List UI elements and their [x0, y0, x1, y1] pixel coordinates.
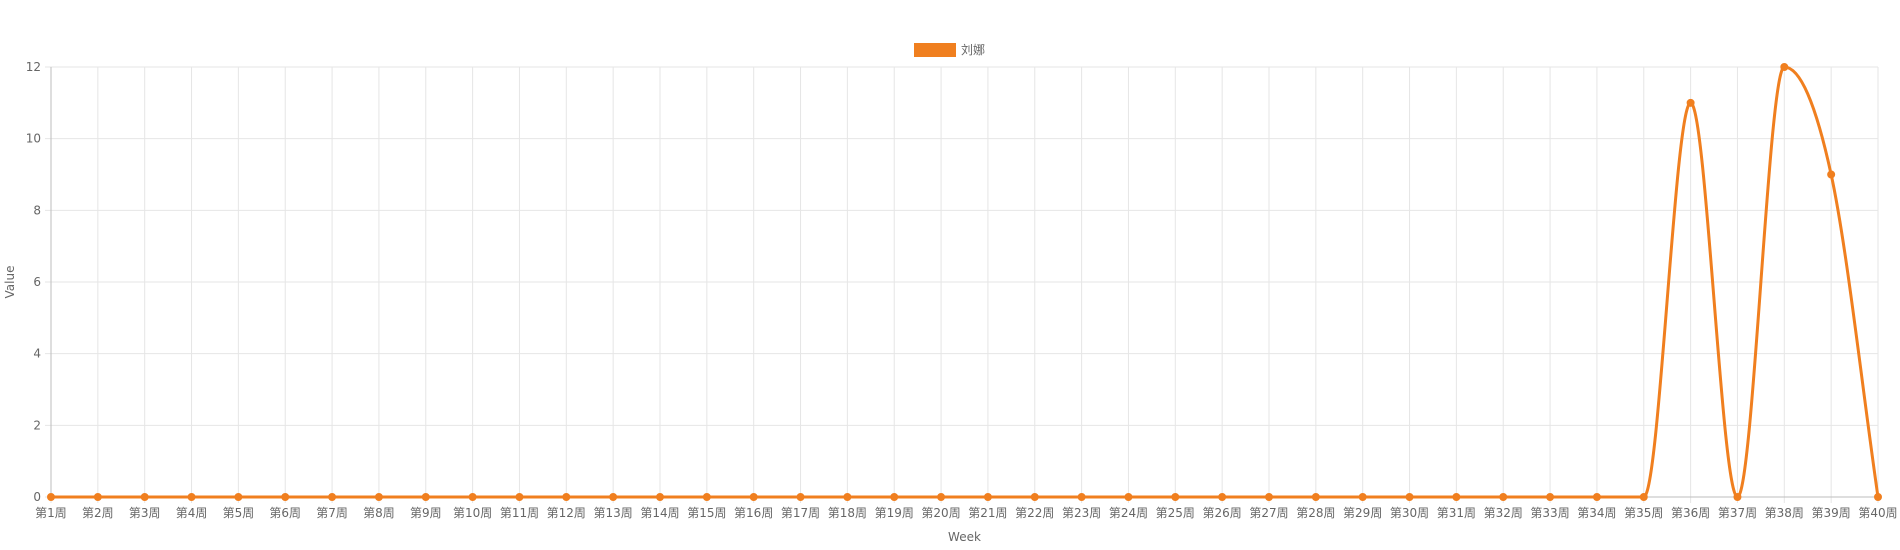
- data-point[interactable]: [281, 493, 290, 501]
- data-point[interactable]: [1030, 493, 1039, 501]
- x-tick-label: 第4周: [176, 506, 208, 520]
- data-point[interactable]: [515, 493, 524, 501]
- x-axis-title: Week: [948, 530, 981, 544]
- data-point[interactable]: [983, 493, 992, 501]
- y-tick-label: 2: [33, 418, 41, 432]
- x-tick-label: 第15周: [687, 506, 726, 520]
- x-tick-label: 第12周: [547, 506, 586, 520]
- x-tick-label: 第19周: [875, 506, 914, 520]
- legend-swatch[interactable]: [914, 43, 956, 57]
- x-tick-label: 第2周: [82, 506, 114, 520]
- y-tick-label: 10: [26, 132, 41, 146]
- x-tick-label: 第5周: [223, 506, 255, 520]
- legend[interactable]: 刘娜: [914, 43, 985, 57]
- data-point[interactable]: [1358, 493, 1367, 501]
- data-point[interactable]: [1499, 493, 1508, 501]
- x-tick-label: 第17周: [781, 506, 820, 520]
- x-tick-label: 第20周: [921, 506, 960, 520]
- x-tick-label: 第40周: [1858, 506, 1897, 520]
- x-tick-label: 第18周: [828, 506, 867, 520]
- data-point[interactable]: [1077, 493, 1086, 501]
- y-axis-ticks: 0 2 4 6 8 10 12: [26, 60, 41, 504]
- data-point[interactable]: [1639, 493, 1648, 501]
- x-tick-label: 第23周: [1062, 506, 1101, 520]
- x-tick-label: 第11周: [500, 506, 539, 520]
- data-point[interactable]: [937, 493, 946, 501]
- data-point[interactable]: [890, 493, 899, 501]
- x-tick-label: 第13周: [594, 506, 633, 520]
- x-tick-label: 第39周: [1812, 506, 1851, 520]
- data-point[interactable]: [1780, 63, 1789, 71]
- x-tick-label: 第28周: [1296, 506, 1335, 520]
- data-point[interactable]: [1546, 493, 1555, 501]
- y-tick-label: 6: [33, 275, 41, 289]
- x-tick-label: 第29周: [1343, 506, 1382, 520]
- data-point[interactable]: [421, 493, 430, 501]
- data-point[interactable]: [468, 493, 477, 501]
- data-point[interactable]: [562, 493, 571, 501]
- data-point[interactable]: [1686, 98, 1695, 107]
- x-tick-label: 第25周: [1156, 506, 1195, 520]
- x-tick-label: 第16周: [734, 506, 773, 520]
- x-tick-label: 第10周: [453, 506, 492, 520]
- x-tick-label: 第31周: [1437, 506, 1476, 520]
- data-point[interactable]: [47, 493, 55, 501]
- y-tick-label: 8: [33, 203, 41, 217]
- data-point[interactable]: [328, 493, 337, 501]
- grid: [45, 66, 1879, 503]
- data-point[interactable]: [843, 493, 852, 501]
- x-tick-label: 第7周: [316, 506, 348, 520]
- data-point[interactable]: [796, 493, 805, 501]
- data-point[interactable]: [93, 493, 102, 501]
- x-tick-label: 第36周: [1671, 506, 1710, 520]
- data-point[interactable]: [1452, 493, 1461, 501]
- data-point[interactable]: [1592, 493, 1601, 501]
- data-point[interactable]: [1171, 493, 1180, 501]
- data-point[interactable]: [1827, 170, 1836, 179]
- x-tick-label: 第30周: [1390, 506, 1429, 520]
- x-tick-label: 第8周: [363, 506, 395, 520]
- x-tick-label: 第38周: [1765, 506, 1804, 520]
- x-tick-label: 第32周: [1484, 506, 1523, 520]
- y-tick-label: 12: [26, 60, 41, 74]
- data-point[interactable]: [656, 493, 664, 501]
- x-tick-label: 第9周: [410, 506, 442, 520]
- x-tick-label: 第14周: [640, 506, 679, 520]
- x-tick-label: 第21周: [968, 506, 1007, 520]
- y-tick-label: 0: [33, 490, 41, 504]
- x-tick-label: 第26周: [1203, 506, 1242, 520]
- data-point[interactable]: [1124, 493, 1133, 501]
- data-point[interactable]: [1405, 493, 1414, 501]
- legend-label[interactable]: 刘娜: [961, 43, 985, 57]
- x-tick-label: 第3周: [129, 506, 161, 520]
- data-point[interactable]: [374, 493, 383, 501]
- x-tick-label: 第22周: [1015, 506, 1054, 520]
- x-tick-label: 第37周: [1718, 506, 1757, 520]
- data-point[interactable]: [234, 493, 243, 501]
- data-point[interactable]: [140, 493, 149, 501]
- x-tick-label: 第35周: [1624, 506, 1663, 520]
- y-tick-label: 4: [33, 347, 41, 361]
- x-tick-label: 第24周: [1109, 506, 1148, 520]
- data-point[interactable]: [1874, 493, 1882, 501]
- x-axis-ticks: 第1周 第2周 第3周 第4周 第5周 第6周 第7周 第8周 第9周 第10周 第11周 第12周第…: [35, 506, 1897, 520]
- data-point[interactable]: [702, 493, 711, 501]
- data-point[interactable]: [1265, 493, 1273, 501]
- series-layer: [47, 63, 1882, 501]
- data-point[interactable]: [749, 493, 758, 501]
- data-point[interactable]: [1311, 493, 1320, 501]
- y-axis-title: Value: [3, 266, 17, 299]
- data-point[interactable]: [1733, 493, 1742, 501]
- x-tick-label: 第1周: [35, 506, 67, 520]
- x-tick-label: 第33周: [1530, 506, 1569, 520]
- x-tick-label: 第6周: [269, 506, 301, 520]
- x-tick-label: 第34周: [1577, 506, 1616, 520]
- data-point[interactable]: [1218, 493, 1227, 501]
- data-point[interactable]: [187, 493, 196, 501]
- data-point[interactable]: [609, 493, 618, 501]
- series-line: [49, 65, 1880, 499]
- x-tick-label: 第27周: [1249, 506, 1288, 520]
